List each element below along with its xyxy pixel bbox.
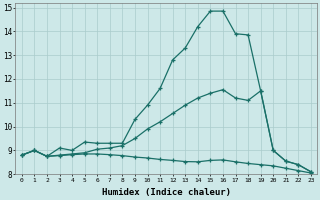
X-axis label: Humidex (Indice chaleur): Humidex (Indice chaleur) (102, 188, 231, 197)
